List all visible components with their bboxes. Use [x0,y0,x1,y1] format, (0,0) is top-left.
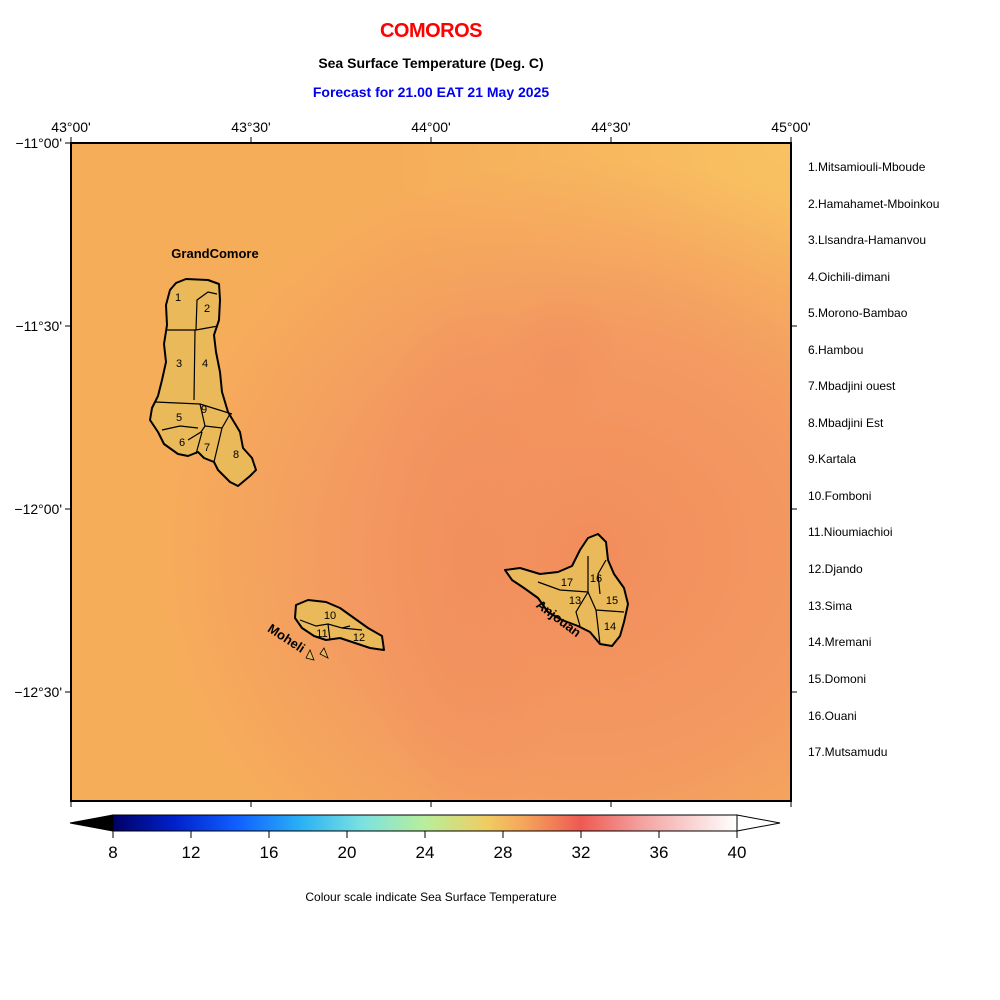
island-moheli: 10 11 12 [294,599,385,661]
map-title: COMOROS [379,20,483,42]
muni-number: 6 [179,437,185,449]
colorbar-tick-label: 16 [260,843,279,862]
legend-item: 1.Mitsamiouli-Mboude [808,160,926,174]
legend-item: 7.Mbadjini ouest [808,379,896,393]
legend-item: 6.Hambou [808,343,863,357]
lon-tick-label: 43°00' [51,119,90,135]
legend-item: 15.Domoni [808,672,866,686]
muni-number: 15 [606,595,618,607]
colorbar-tick-label: 20 [338,843,357,862]
colorbar-gradient [113,815,737,831]
lat-tick-label: −12°30' [14,684,62,700]
colorbar-tick-label: 36 [650,843,669,862]
colorbar-low-arrow [69,814,114,832]
muni-number: 13 [569,595,581,607]
legend-item: 3.Llsandra-Hamanvou [808,233,926,247]
island-anjouan: 17 16 13 15 14 [504,533,629,647]
muni-number: 7 [204,442,210,454]
colorbar-tick-label: 24 [416,843,435,862]
legend-item: 9.Kartala [808,452,856,466]
muni-number: 16 [590,573,602,585]
colorbar-caption: Colour scale indicate Sea Surface Temper… [305,890,557,904]
muni-number: 11 [316,628,327,640]
muni-number: 1 [175,292,181,304]
muni-number: 8 [233,449,239,461]
legend-item: 16.Ouani [808,709,857,723]
lon-tick-label: 44°30' [591,119,630,135]
legend-item: 14.Mremani [808,635,871,649]
muni-number: 17 [561,577,573,589]
muni-number: 10 [324,610,336,622]
muni-number: 9 [201,404,207,416]
colorbar-tick-label: 32 [572,843,591,862]
lon-tick-label: 43°30' [231,119,270,135]
longitude-axis [70,137,792,807]
island-label-grand-comore: GrandComore [171,246,258,261]
colorbar-high-arrow [736,814,781,832]
colorbar-tick-label: 12 [182,843,201,862]
legend-item: 10.Fomboni [808,489,871,503]
municipality-legend: 1.Mitsamiouli-Mboude 2.Hamahamet-Mboinko… [808,160,939,759]
muni-number: 5 [176,412,182,424]
muni-number: 14 [604,621,616,633]
legend-item: 17.Mutsamudu [808,745,887,759]
lon-tick-label: 45°00' [771,119,810,135]
legend-item: 4.Oichili-dimani [808,270,890,284]
legend-item: 8.Mbadjini Est [808,416,884,430]
island-grand-comore: 1 2 3 4 5 6 7 8 9 [149,278,257,487]
lon-tick-label: 44°00' [411,119,450,135]
lat-tick-label: −12°00' [14,501,62,517]
lat-tick-label: −11°00' [15,135,62,151]
muni-number: 12 [353,632,365,644]
lat-tick-label: −11°30' [15,318,62,334]
sst-field [71,143,791,801]
legend-item: 5.Morono-Bambao [808,306,908,320]
legend-item: 13.Sima [808,599,852,613]
legend-item: 2.Hamahamet-Mboinkou [808,197,939,211]
colorbar: 8 12 16 20 24 28 32 36 40 [69,814,781,862]
muni-number: 3 [176,358,182,370]
legend-item: 11.Nioumiachioi [808,525,893,539]
map-subtitle: Sea Surface Temperature (Deg. C) [318,55,544,71]
muni-number: 4 [202,358,208,370]
colorbar-tick-label: 40 [728,843,747,862]
latitude-axis [65,142,797,693]
forecast-time: Forecast for 21.00 EAT 21 May 2025 [312,84,550,100]
colorbar-tick-label: 28 [494,843,513,862]
colorbar-tick-label: 8 [108,843,117,862]
muni-number: 2 [204,303,210,315]
legend-item: 12.Djando [808,562,863,576]
